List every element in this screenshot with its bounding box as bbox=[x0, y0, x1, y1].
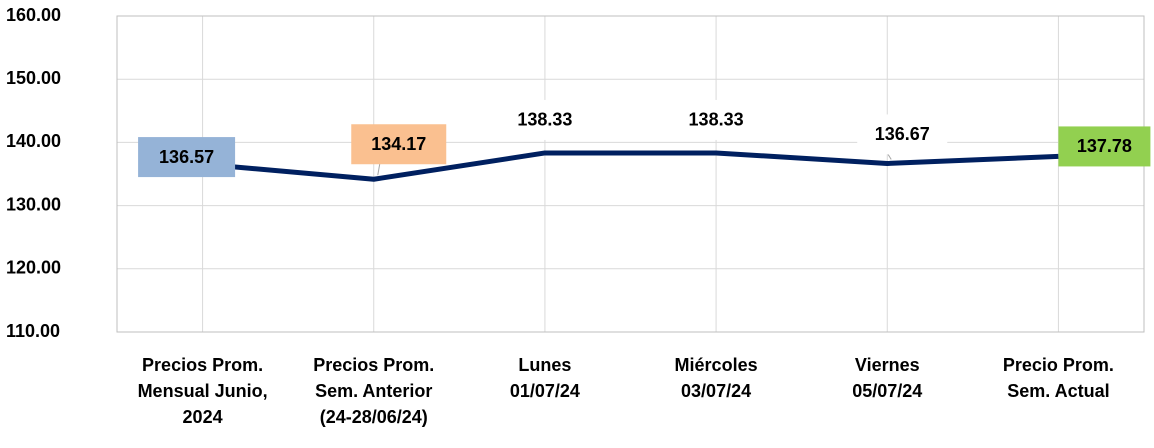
data-label-box bbox=[351, 124, 447, 165]
data-label: 136.67 bbox=[875, 124, 930, 144]
line bbox=[202, 150, 1059, 182]
y-tick-label: 150.00 bbox=[6, 68, 61, 88]
data-label: 137.78 bbox=[1077, 136, 1132, 156]
x-tick-label: Miércoles 03/07/24 bbox=[674, 355, 758, 401]
y-tick-label: 130.00 bbox=[6, 194, 61, 214]
x-tick-label: Precio Prom. Sem. Actual bbox=[1002, 355, 1114, 401]
data-label-box bbox=[1058, 126, 1151, 167]
x-tick-label: Viernes 05/07/24 bbox=[852, 355, 923, 401]
data-label: 138.33 bbox=[517, 110, 572, 130]
x-tick-label: Precios Prom. Mensual Junio, 2024 bbox=[137, 355, 268, 427]
data-label: 134.17 bbox=[371, 134, 426, 154]
data-label-box bbox=[499, 99, 590, 140]
data-label: 138.33 bbox=[689, 110, 744, 130]
y-tick-label: 110.00 bbox=[6, 321, 60, 341]
data-label-box bbox=[857, 114, 948, 155]
y-tick-label: 140.00 bbox=[6, 131, 61, 151]
data-label-box bbox=[671, 99, 762, 140]
x-tick-label: Precios Prom. Sem. Anterior (24-28/06/24… bbox=[313, 355, 435, 427]
y-tick-label: 160.00 bbox=[6, 5, 61, 25]
x-tick-label: Lunes 01/07/24 bbox=[509, 355, 580, 401]
data-label: 136.57 bbox=[159, 147, 214, 167]
y-tick-label: 120.00 bbox=[6, 258, 61, 278]
plot-frame bbox=[116, 15, 1145, 333]
data-label-box bbox=[138, 137, 236, 178]
